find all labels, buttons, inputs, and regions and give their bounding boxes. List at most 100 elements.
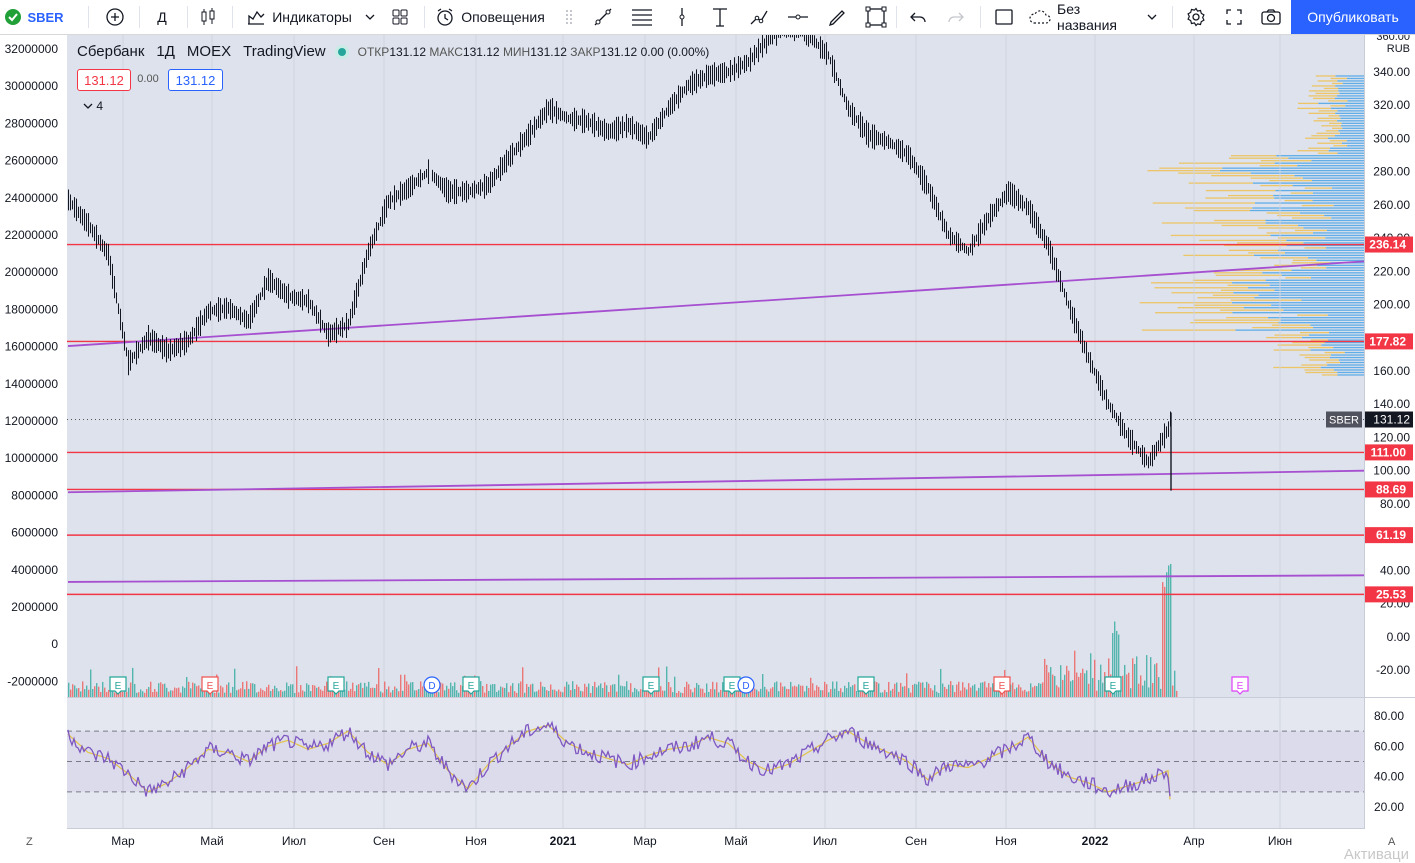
templates-button[interactable] [387, 0, 413, 34]
volume-bar [848, 682, 849, 697]
volume-profile-row [1337, 374, 1364, 375]
volume-bar [998, 692, 999, 697]
redo-button[interactable] [942, 0, 970, 34]
volume-profile-row [1233, 292, 1364, 293]
interval-button[interactable]: Д [148, 0, 176, 34]
volume-bar [794, 686, 795, 697]
volume-profile-row [1341, 125, 1364, 126]
volume-bar [594, 682, 595, 697]
price-level-tag-label: 88.69 [1376, 482, 1406, 496]
left-axis-tick: 18000000 [5, 302, 59, 316]
chevron-down-icon [1146, 11, 1158, 23]
volume-bar [458, 693, 459, 697]
log-scale-button[interactable]: Z [26, 836, 33, 848]
volume-profile-row [1259, 295, 1364, 296]
volume-bar [1030, 683, 1031, 697]
trend-line-tool[interactable] [588, 0, 618, 34]
volume-bar [1098, 680, 1099, 697]
volume-bar [1034, 686, 1035, 697]
volume-profile-row [1222, 225, 1299, 226]
volume-bar [980, 683, 981, 697]
volume-bar [636, 689, 637, 697]
volume-bar [878, 683, 879, 697]
brush-tool[interactable] [822, 0, 852, 34]
volume-bar [84, 689, 85, 697]
volume-bar [158, 683, 159, 697]
volume-profile-row [1155, 287, 1248, 288]
volume-bar [396, 689, 397, 697]
indicators-button[interactable]: Индикаторы [244, 0, 354, 34]
volume-profile-row [1221, 290, 1275, 291]
sell-price-box[interactable]: 131.12 [77, 69, 131, 91]
volume-bar [1014, 689, 1015, 697]
chart-type-button[interactable] [194, 0, 222, 34]
snapshot-button[interactable] [1257, 0, 1285, 34]
volume-bar [266, 687, 267, 697]
indicators-dropdown[interactable] [359, 0, 381, 34]
left-axis-tick: 30000000 [5, 79, 59, 93]
time-axis-tick: Июл [282, 834, 306, 848]
left-axis-tick: 4000000 [11, 563, 58, 577]
volume-profile-row [1140, 302, 1232, 303]
settings-button[interactable] [1182, 0, 1210, 34]
volume-bar [920, 683, 921, 697]
volume-profile-row [1319, 110, 1338, 111]
volume-bar [70, 690, 71, 697]
volume-bar [924, 688, 925, 697]
fullscreen-button[interactable] [1220, 0, 1248, 34]
rectangle-tool[interactable] [861, 0, 891, 34]
left-axis[interactable]: 3200000030000000280000002600000024000000… [5, 42, 59, 688]
volume-bar [416, 690, 417, 697]
forecast-tool[interactable] [667, 0, 697, 34]
compare-button[interactable] [100, 0, 130, 34]
volume-profile-row [1313, 98, 1335, 99]
buy-price-box[interactable]: 131.12 [168, 69, 223, 91]
price-level-tag-label: 177.82 [1369, 334, 1406, 348]
time-axis-tick: Июн [1268, 834, 1292, 848]
pattern-tool[interactable] [744, 0, 774, 34]
right-axis-tick: 200.00 [1373, 298, 1410, 312]
publish-button[interactable]: Опубликовать [1291, 0, 1415, 34]
legend-symbol-name[interactable]: Сбербанк [77, 43, 144, 60]
save-layout-button[interactable]: Без названия [1028, 0, 1158, 34]
volume-bar [300, 685, 301, 697]
symbol-search[interactable]: SBER [4, 0, 64, 34]
volume-profile-row [1318, 103, 1364, 104]
text-tool[interactable] [705, 0, 735, 34]
volume-bar [1082, 669, 1083, 697]
volume-bar [146, 689, 147, 697]
volume-bar [224, 693, 225, 697]
fib-tool[interactable] [627, 0, 657, 34]
drag-handle[interactable] [561, 0, 577, 34]
volume-bar [520, 681, 521, 697]
volume-bar [990, 687, 991, 697]
volume-bar [970, 687, 971, 697]
layout-button[interactable] [990, 0, 1018, 34]
volume-profile-row [1340, 362, 1364, 363]
divider [139, 6, 140, 28]
undo-button[interactable] [904, 0, 932, 34]
volume-bar [554, 690, 555, 697]
alerts-button[interactable]: Оповещения [434, 0, 546, 34]
volume-bar [922, 682, 923, 697]
indicators-collapse-toggle[interactable]: 4 [83, 99, 103, 113]
volume-bar [408, 684, 409, 697]
volume-profile-row [1317, 143, 1342, 144]
horizontal-line-tool[interactable] [783, 0, 813, 34]
volume-bar [100, 692, 101, 697]
gear-icon [1186, 7, 1206, 27]
top-toolbar: SBER Д Индикаторы Оповещения [0, 0, 1415, 35]
volume-bar [760, 689, 761, 697]
volume-profile-row [1282, 275, 1364, 276]
volume-bar [950, 681, 951, 697]
volume-bar [806, 686, 807, 697]
volume-bar [246, 681, 247, 697]
right-axis-tick: 40.00 [1380, 563, 1410, 577]
volume-profile-row [1305, 372, 1337, 373]
volume-bar [394, 686, 395, 697]
volume-bar [926, 682, 927, 697]
volume-bar [316, 688, 317, 697]
volume-bar [126, 692, 127, 697]
market-status-icon[interactable] [338, 48, 346, 56]
